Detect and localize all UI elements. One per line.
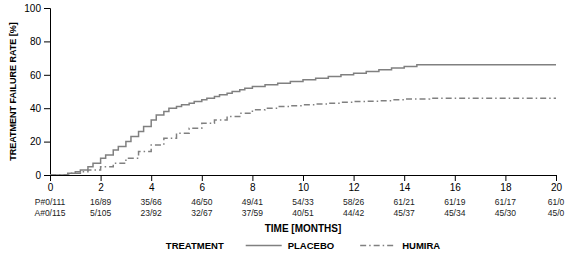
y-axis: 0 20 40 60 80 100 (24, 3, 50, 181)
x-tick: 18 (500, 175, 512, 193)
x-axis: 0 2 4 6 8 10 12 14 16 18 20 (48, 175, 563, 193)
y-tick-label: 20 (30, 136, 42, 147)
series-line (50, 98, 556, 175)
chart-svg: 0 2 4 6 8 10 12 14 16 18 20 0 20 40 60 80 100 P#0/111 16/8… (0, 0, 574, 257)
chart-container: 0 2 4 6 8 10 12 14 16 18 20 0 20 40 60 80 100 P#0/111 16/8… (0, 0, 574, 257)
x-tick-mark (354, 175, 355, 181)
x-tick: 20 (551, 175, 563, 193)
table-cell: 23/92 (141, 208, 163, 218)
x-tick: 16 (450, 175, 462, 193)
x-axis-line (51, 176, 557, 182)
table-cell: 37/59 (242, 208, 264, 218)
y-tick: 40 (30, 103, 50, 114)
y-tick: 60 (30, 70, 50, 81)
table-cell: 45/37 (394, 208, 416, 218)
x-tick-label: 6 (200, 182, 206, 193)
x-tick-label: 16 (450, 182, 462, 193)
risk-table: P#0/111 16/89 35/66 46/50 49/41 54/33 58/26 61/… (34, 197, 564, 218)
plot: 0 2 4 6 8 10 12 14 16 18 20 0 20 40 60 80 100 P#0/111 16/8… (8, 3, 565, 251)
table-cell: 58/26 (343, 197, 365, 207)
x-tick: 4 (149, 175, 155, 193)
y-tick: 0 (35, 170, 50, 181)
x-tick-label: 10 (298, 182, 310, 193)
table-cell: 49/41 (242, 197, 264, 207)
x-axis-title: TIME [MONTHS] (265, 223, 342, 234)
table-cell: 16/89 (90, 197, 112, 207)
x-tick: 2 (98, 175, 104, 193)
x-tick-mark (505, 175, 506, 181)
x-tick: 14 (399, 175, 411, 193)
legend-swatch (360, 245, 396, 247)
table-cell: 61/21 (394, 197, 416, 207)
lines (50, 65, 556, 175)
x-tick: 6 (200, 175, 206, 193)
legend-swatch (246, 245, 282, 247)
x-tick-label: 0 (48, 182, 54, 193)
y-tick-mark (44, 108, 50, 109)
x-tick-label: 14 (399, 182, 411, 193)
y-tick-label: 40 (30, 103, 42, 114)
legend: TREATMENT PLACEBO HUMIRA (166, 240, 440, 251)
x-tick-label: 2 (98, 182, 104, 193)
x-tick-mark (202, 175, 203, 181)
table-cell: 45/0 (548, 208, 565, 218)
x-tick-label: 12 (349, 182, 361, 193)
table-cell: 32/67 (191, 208, 213, 218)
table-cell: 40/51 (292, 208, 314, 218)
y-tick: 20 (30, 136, 50, 147)
y-axis-line (44, 9, 51, 176)
table-cell: 61/17 (495, 197, 517, 207)
x-tick-mark (303, 175, 304, 181)
y-tick-mark (44, 175, 50, 176)
table-cell: 54/33 (292, 197, 314, 207)
x-tick-mark (101, 175, 102, 181)
y-tick-label: 60 (30, 70, 42, 81)
x-tick: 12 (349, 175, 361, 193)
table-cell: 45/30 (495, 208, 517, 218)
y-tick-label: 0 (35, 170, 41, 181)
y-tick-label: 100 (24, 3, 41, 14)
table-cell: 45/34 (444, 208, 466, 218)
table-cell: 61/0 (548, 197, 565, 207)
x-tick: 10 (298, 175, 310, 193)
table-cell: 35/66 (141, 197, 163, 207)
table-cell: 61/19 (444, 197, 466, 207)
y-tick-mark (44, 8, 50, 9)
y-tick: 80 (30, 36, 50, 47)
x-tick-mark (455, 175, 456, 181)
y-tick: 100 (24, 3, 50, 14)
x-tick-mark (556, 175, 557, 181)
x-tick: 0 (48, 175, 54, 193)
x-tick-mark (404, 175, 405, 181)
y-tick-mark (44, 75, 50, 76)
legend-title: TREATMENT (166, 240, 224, 251)
table-cell: P#0/111 (35, 197, 66, 207)
x-tick: 8 (250, 175, 256, 193)
x-tick-mark (252, 175, 253, 181)
y-tick-mark (44, 41, 50, 42)
legend-label: PLACEBO (288, 240, 334, 251)
table-cell: 46/50 (191, 197, 213, 207)
x-tick-label: 18 (500, 182, 512, 193)
x-tick-label: 4 (149, 182, 155, 193)
x-tick-mark (151, 175, 152, 181)
table-cell: 44/42 (343, 208, 365, 218)
y-tick-label: 80 (30, 36, 42, 47)
table-cell: A#0/115 (34, 208, 65, 218)
y-tick-mark (44, 142, 50, 143)
x-tick-label: 20 (551, 182, 563, 193)
x-tick-label: 8 (250, 182, 256, 193)
legend-label: HUMIRA (402, 240, 440, 251)
series-line (50, 65, 556, 175)
y-axis-title: TREATMENT FAILURE RATE [%] (8, 22, 18, 161)
table-cell: 5/105 (90, 208, 112, 218)
